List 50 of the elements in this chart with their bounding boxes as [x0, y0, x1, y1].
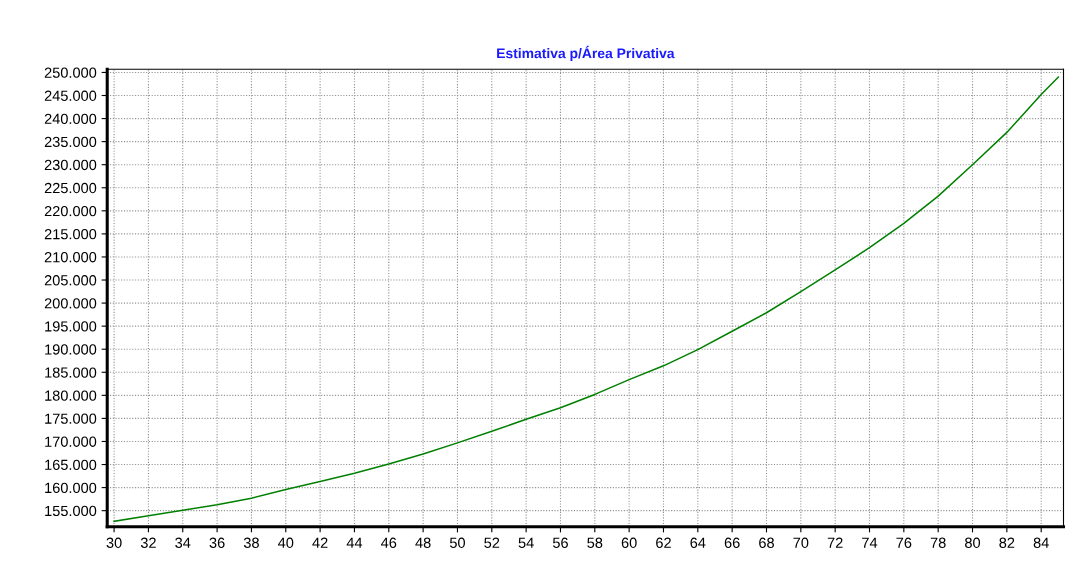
x-tick-label: 74 [862, 537, 878, 548]
x-tick-label: 34 [175, 537, 191, 548]
y-tick-label: 200.000 [44, 298, 97, 309]
x-tick-label: 38 [243, 537, 259, 548]
y-tick-label: 205.000 [44, 275, 97, 286]
x-tick-label: 64 [690, 537, 706, 548]
y-tick-label: 210.000 [44, 252, 97, 263]
x-tick-label: 72 [827, 537, 843, 548]
y-tick-label: 245.000 [44, 90, 97, 101]
x-tick-label: 42 [312, 537, 328, 548]
y-tick-label: 220.000 [44, 205, 97, 217]
x-tick-label: 68 [759, 537, 774, 548]
y-tick-label: 190.000 [45, 344, 97, 355]
x-tick-label: 48 [415, 537, 431, 548]
y-tick-label: 240.000 [44, 113, 97, 124]
y-tick-label: 160.000 [45, 482, 97, 494]
x-tick-label: 40 [278, 537, 294, 548]
y-tick-label: 235.000 [44, 136, 97, 148]
x-tick-label: 46 [381, 537, 397, 548]
x-tick-label: 82 [999, 537, 1015, 548]
y-tick-label: 215.000 [44, 228, 97, 240]
x-tick-label: 70 [793, 537, 809, 548]
x-tick-label: 60 [621, 537, 637, 548]
x-tick-label: 78 [930, 537, 946, 548]
x-tick-label: 84 [1033, 537, 1049, 548]
x-tick-label: 52 [484, 537, 500, 548]
y-tick-label: 170.000 [45, 436, 97, 447]
y-tick-label: 230.000 [44, 159, 97, 171]
y-tick-label: 195.000 [45, 321, 97, 332]
x-tick-label: 50 [449, 537, 465, 548]
y-tick-label: 250.000 [44, 67, 97, 78]
x-tick-label: 56 [552, 537, 568, 548]
x-tick-label: 30 [106, 537, 122, 548]
chart-title: Estimativa p/Área Privativa [497, 45, 675, 61]
x-tick-label: 58 [587, 537, 603, 548]
x-tick-label: 54 [518, 537, 534, 548]
y-tick-label: 155.000 [45, 505, 97, 517]
x-tick-label: 62 [656, 537, 671, 548]
y-tick-label: 180.000 [45, 390, 97, 401]
x-tick-label: 66 [724, 537, 740, 548]
y-tick-label: 225.000 [44, 182, 97, 194]
x-tick-label: 76 [896, 537, 912, 548]
y-tick-label: 175.000 [45, 413, 97, 424]
x-tick-label: 80 [965, 537, 981, 548]
y-tick-label: 185.000 [45, 367, 97, 378]
line-series [113, 76, 1060, 523]
x-tick-label: 44 [346, 537, 363, 548]
x-tick-label: 32 [140, 537, 156, 548]
y-tick-label: 165.000 [45, 459, 97, 470]
x-tick-label: 36 [209, 537, 225, 548]
